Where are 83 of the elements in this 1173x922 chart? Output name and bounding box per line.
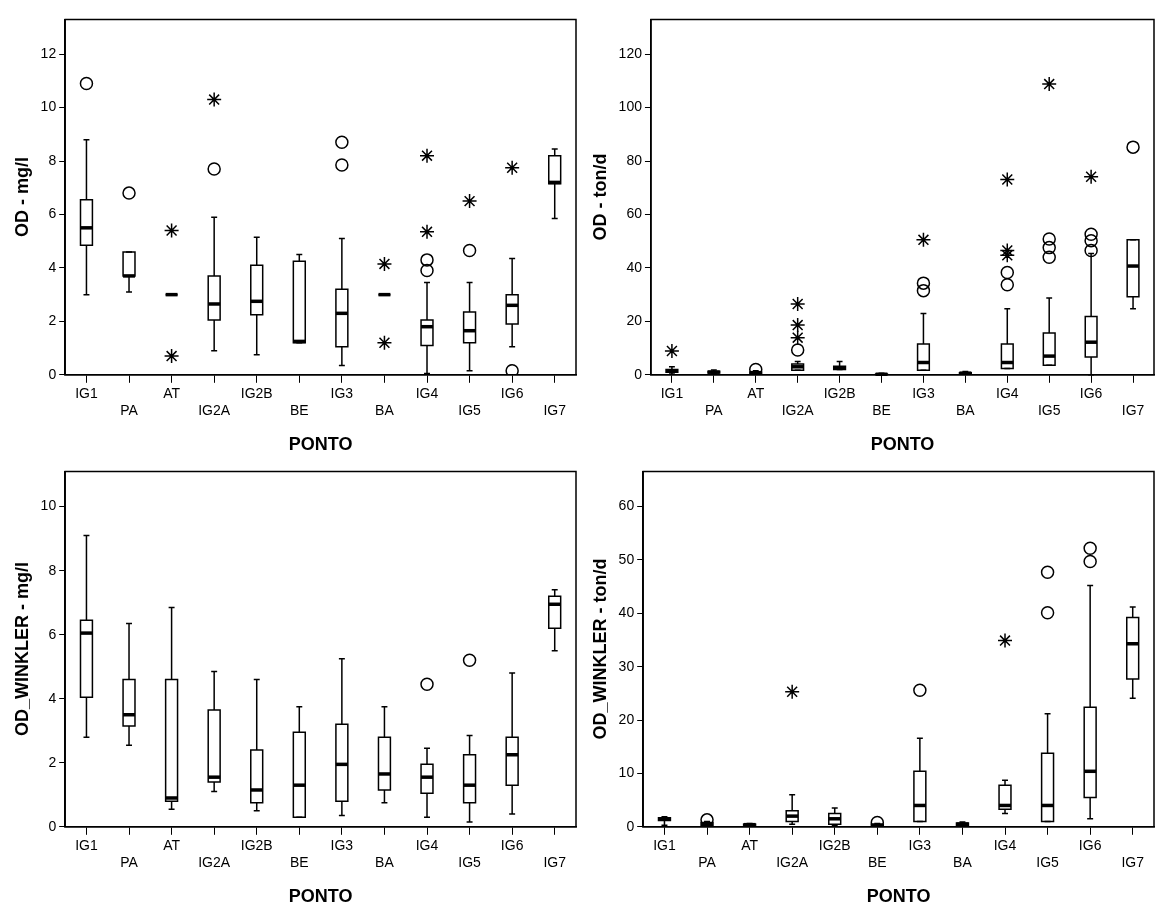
y-tick-label: 4: [48, 689, 57, 706]
y-tick-label: 80: [626, 151, 643, 168]
x-tick-label: IG1: [653, 837, 676, 854]
y-tick-label: 0: [626, 817, 635, 834]
x-tick-label: BE: [867, 853, 887, 870]
y-tick-label: 20: [626, 312, 643, 329]
x-tick-label: IG7: [1121, 401, 1145, 418]
x-axis-title: PONTO: [866, 886, 931, 907]
y-tick-label: 2: [48, 753, 57, 770]
y-tick-label: 6: [48, 205, 57, 222]
y-tick-label: 10: [618, 764, 635, 781]
x-tick-label: IG4: [995, 385, 1019, 402]
y-tick-label: 0: [48, 365, 57, 382]
x-tick-label: IG5: [1036, 853, 1060, 870]
x-tick-label: AT: [163, 385, 181, 402]
y-tick-label: 0: [48, 817, 57, 834]
y-tick-label: 10: [40, 497, 57, 514]
x-tick-label: BE: [289, 853, 309, 870]
y-axis-title: OD_WINKLER - mg/l: [11, 562, 32, 737]
y-tick-label: 4: [48, 258, 57, 275]
y-tick-label: 2: [48, 312, 57, 329]
x-tick-label: IG6: [500, 385, 524, 402]
y-tick-label: 100: [618, 98, 643, 115]
x-tick-label: IG1: [75, 837, 98, 854]
y-tick-label: 40: [618, 604, 635, 621]
x-tick-label: IG4: [993, 837, 1017, 854]
x-axis-title: PONTO: [870, 434, 935, 455]
x-tick-label: IG7: [543, 853, 567, 870]
x-axis-title: PONTO: [288, 434, 353, 455]
y-tick-label: 8: [48, 561, 57, 578]
x-tick-label: IG3: [330, 385, 354, 402]
y-tick-label: 6: [48, 625, 57, 642]
x-tick-label: AT: [741, 837, 759, 854]
x-tick-label: IG2A: [781, 401, 815, 418]
x-tick-label: IG2A: [198, 401, 231, 418]
x-tick-label: IG6: [1078, 837, 1102, 854]
y-tick-label: 120: [618, 45, 643, 61]
x-tick-label: BA: [375, 401, 395, 418]
x-tick-label: PA: [705, 401, 724, 418]
x-tick-label: IG1: [660, 385, 684, 402]
x-tick-label: AT: [747, 385, 765, 402]
y-tick-label: 60: [618, 497, 635, 514]
x-tick-label: IG3: [912, 385, 935, 402]
x-tick-label: PA: [698, 853, 717, 870]
x-tick-label: IG6: [500, 837, 524, 854]
y-tick-label: 50: [618, 550, 635, 567]
x-tick-label: IG2B: [818, 837, 851, 854]
y-tick-label: 0: [634, 365, 643, 382]
y-tick-label: 10: [40, 98, 57, 115]
x-tick-label: PA: [120, 853, 139, 870]
x-tick-label: IG5: [458, 401, 482, 418]
x-tick-label: IG3: [908, 837, 932, 854]
y-axis-title: OD - mg/l: [11, 157, 32, 238]
x-tick-label: BA: [375, 853, 395, 870]
y-tick-label: 30: [618, 657, 635, 674]
x-tick-label: AT: [163, 837, 181, 854]
y-tick-label: 20: [618, 710, 635, 727]
x-tick-label: BE: [872, 401, 891, 418]
x-tick-label: IG6: [1079, 385, 1103, 402]
x-tick-label: IG2B: [823, 385, 856, 402]
x-tick-label: BA: [956, 401, 976, 418]
y-axis-title: OD - ton/d: [589, 153, 610, 241]
x-tick-label: IG2B: [240, 837, 273, 854]
x-tick-label: IG1: [75, 385, 98, 402]
x-tick-label: IG3: [330, 837, 354, 854]
y-tick-label: 60: [626, 205, 643, 222]
y-axis-title: OD_WINKLER - ton/d: [589, 558, 610, 740]
x-tick-label: BA: [953, 853, 973, 870]
x-tick-label: BE: [289, 401, 309, 418]
x-tick-label: IG2A: [776, 853, 809, 870]
x-tick-label: IG5: [1037, 401, 1061, 418]
y-tick-label: 12: [40, 45, 57, 61]
x-tick-label: IG2A: [198, 853, 231, 870]
x-tick-label: IG2B: [240, 385, 273, 402]
x-tick-label: IG7: [1121, 853, 1145, 870]
x-tick-label: PA: [120, 401, 139, 418]
x-axis-title: PONTO: [288, 886, 353, 907]
x-tick-label: IG5: [458, 853, 482, 870]
x-tick-label: IG4: [415, 837, 439, 854]
y-tick-label: 8: [48, 151, 57, 168]
x-tick-label: IG4: [415, 385, 439, 402]
y-tick-label: 40: [626, 258, 643, 275]
x-tick-label: IG7: [543, 401, 567, 418]
